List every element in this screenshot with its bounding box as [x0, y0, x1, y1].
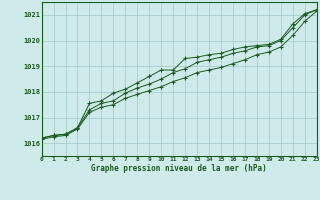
- X-axis label: Graphe pression niveau de la mer (hPa): Graphe pression niveau de la mer (hPa): [91, 164, 267, 173]
